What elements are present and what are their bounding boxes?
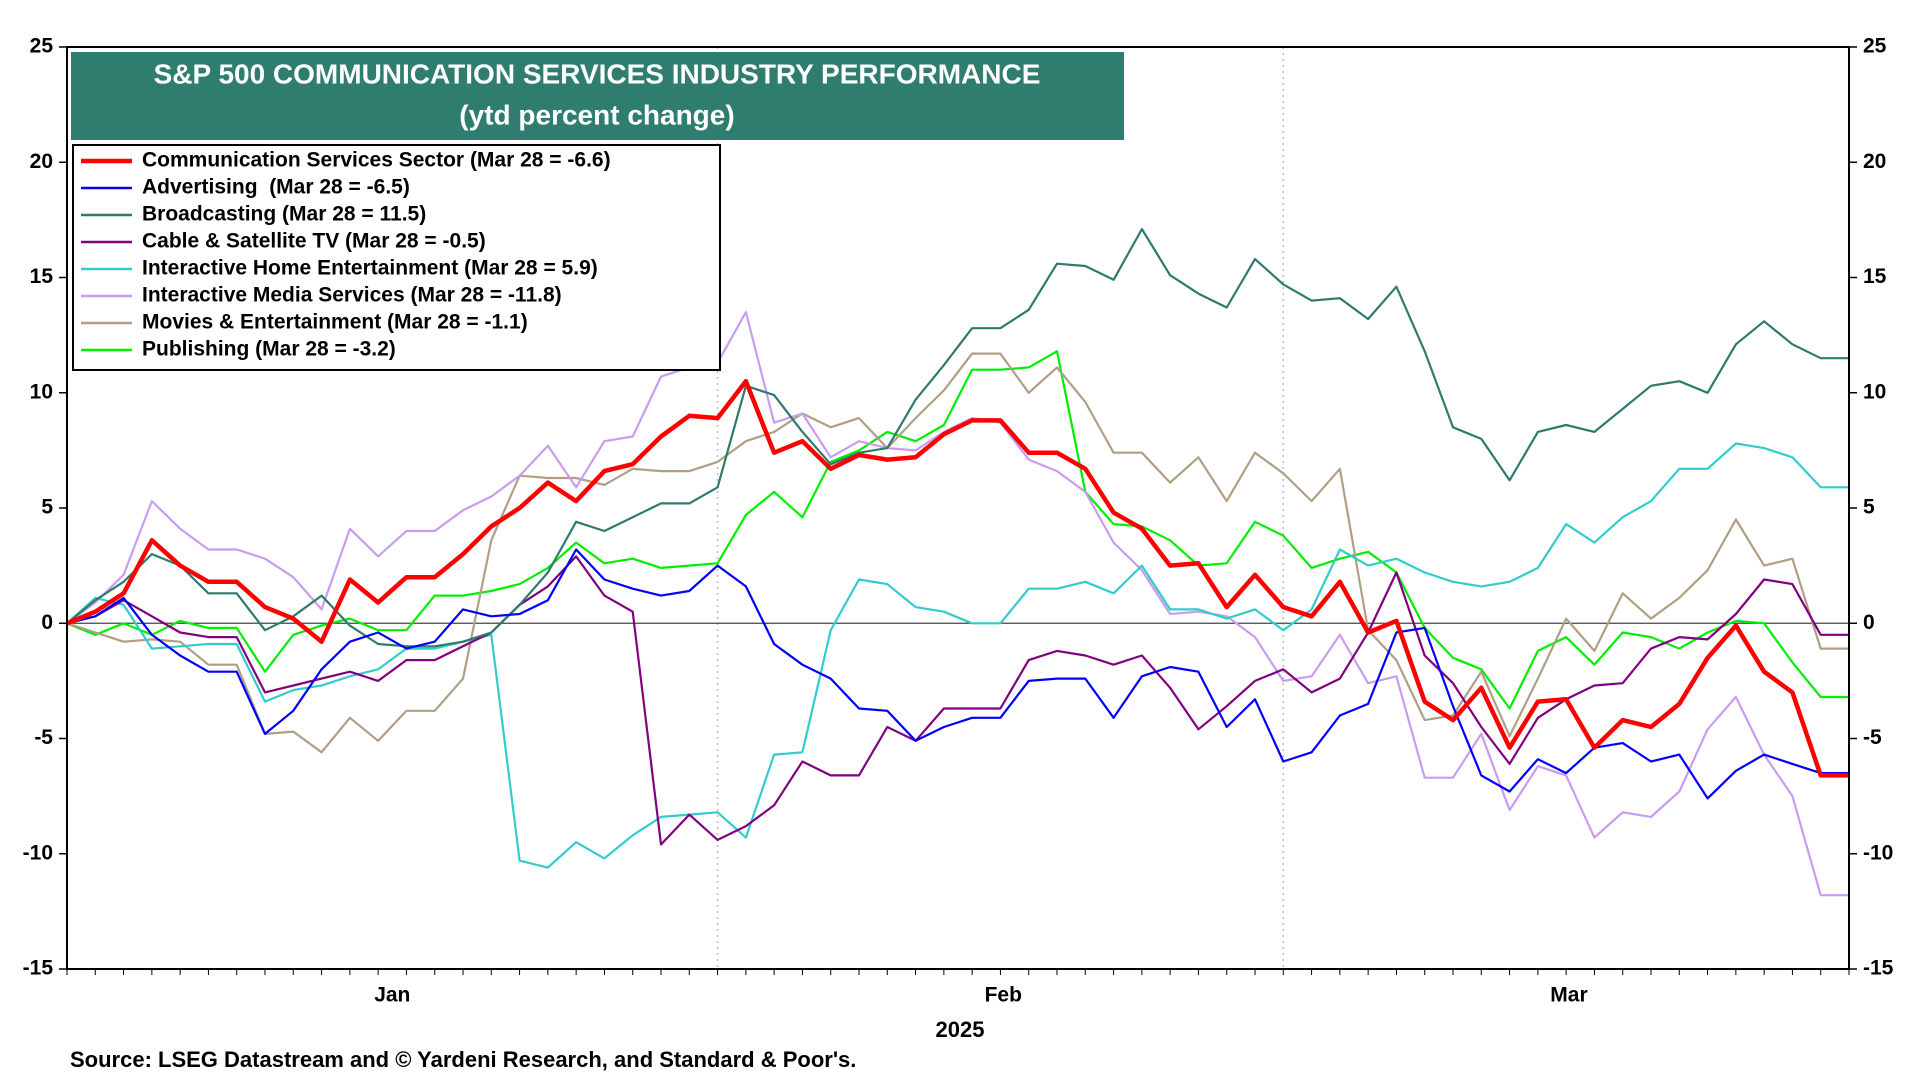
y-tick-label: 15: [30, 265, 54, 288]
y2-tick-label: 0: [1863, 611, 1875, 634]
y-tick-label: -10: [23, 841, 53, 864]
y-tick-label: 5: [41, 496, 53, 519]
y-tick-label: 20: [30, 150, 53, 173]
x-axis-label: 2025: [936, 1017, 985, 1042]
y-tick-label: 10: [30, 380, 53, 403]
y-tick-label: -15: [23, 957, 54, 980]
x-tick-label: Mar: [1550, 984, 1587, 1007]
legend-label: Broadcasting (Mar 28 = 11.5): [142, 203, 426, 226]
series-line: [66, 548, 1849, 800]
series-line: [66, 352, 1849, 754]
legend-label: Communication Services Sector (Mar 28 = …: [142, 149, 611, 172]
chart-subtitle: (ytd percent change): [459, 99, 734, 130]
series-line: [66, 350, 1849, 710]
x-tick-label: Feb: [985, 984, 1022, 1007]
y2-tick-label: -10: [1863, 841, 1893, 864]
y2-tick-label: 10: [1863, 380, 1886, 403]
legend-label: Cable & Satellite TV (Mar 28 = -0.5): [142, 230, 486, 253]
y2-tick-label: -15: [1863, 957, 1894, 980]
legend-label: Interactive Home Entertainment (Mar 28 =…: [142, 257, 598, 280]
legend: Communication Services Sector (Mar 28 = …: [72, 144, 721, 371]
y2-tick-label: -5: [1863, 726, 1882, 749]
source: Source: LSEG Datastream and © Yardeni Re…: [70, 1047, 856, 1072]
y2-tick-label: 15: [1863, 265, 1887, 288]
y-tick-label: 25: [30, 35, 54, 58]
x-tick-label: Jan: [374, 984, 410, 1007]
legend-label: Publishing (Mar 28 = -3.2): [142, 338, 396, 361]
legend-box: [72, 144, 721, 371]
legend-label: Interactive Media Services (Mar 28 = -11…: [142, 284, 562, 307]
y2-tick-label: 20: [1863, 150, 1886, 173]
series-line: [66, 555, 1849, 846]
y2-tick-label: 25: [1863, 35, 1887, 58]
series-line: [66, 442, 1849, 869]
title-box: [71, 52, 1124, 140]
y-tick-label: 0: [41, 611, 53, 634]
series-line: [66, 228, 1849, 648]
chart-title: S&P 500 COMMUNICATION SERVICES INDUSTRY …: [154, 58, 1041, 89]
series-line: [66, 378, 1849, 778]
legend-label: Movies & Entertainment (Mar 28 = -1.1): [142, 311, 528, 334]
legend-label: Advertising (Mar 28 = -6.5): [142, 176, 410, 199]
plot-frame: [66, 46, 1850, 970]
y-tick-label: -5: [34, 726, 53, 749]
y2-tick-label: 5: [1863, 496, 1875, 519]
